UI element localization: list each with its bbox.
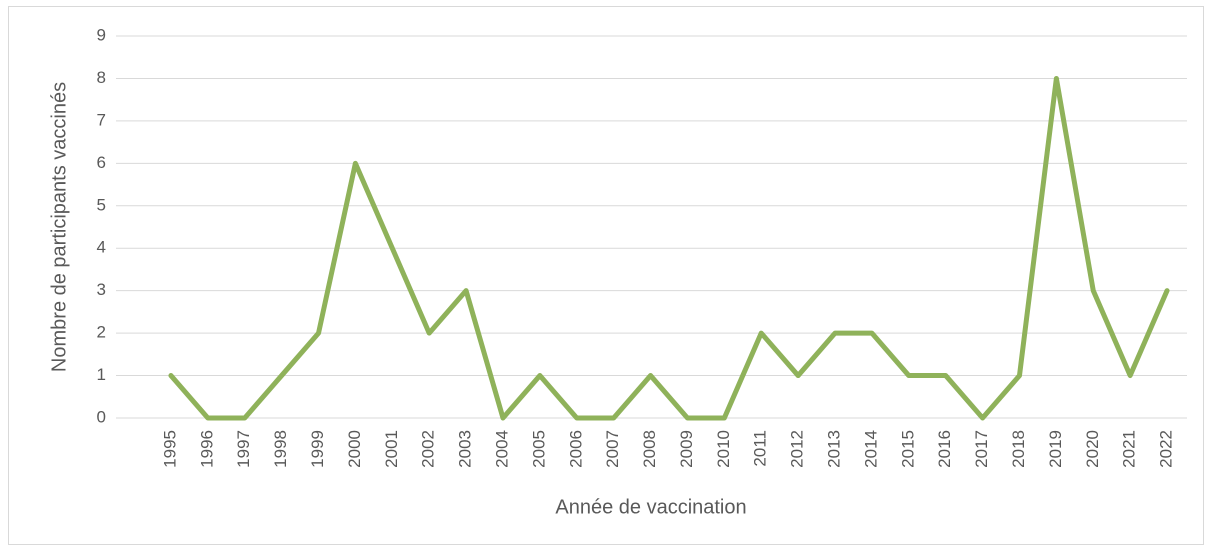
- x-tick-label: 2003: [456, 430, 475, 468]
- x-tick-label: 2020: [1083, 430, 1102, 468]
- x-tick-label: 2012: [788, 430, 807, 468]
- x-tick-label: 2021: [1120, 430, 1139, 468]
- x-tick-label: 2014: [861, 430, 880, 468]
- x-tick-label: 1999: [308, 430, 327, 468]
- data-line: [168, 75, 1170, 421]
- x-tick-label: 1995: [160, 430, 179, 468]
- y-axis-title: Nombre de participants vaccinés: [48, 82, 70, 372]
- chart-border: [8, 6, 1204, 545]
- y-tick-label: 5: [97, 195, 106, 214]
- x-tick-label: 1996: [197, 430, 216, 468]
- y-tick-label: 9: [97, 25, 106, 44]
- x-tick-label: 2001: [382, 430, 401, 468]
- x-tick-label: 2006: [566, 430, 585, 468]
- y-tick-label: 8: [97, 68, 106, 87]
- y-tick-label: 2: [97, 323, 106, 342]
- x-tick-label: 2005: [529, 430, 548, 468]
- x-tick-label: 2007: [603, 430, 622, 468]
- y-tick-label: 7: [97, 110, 106, 129]
- x-axis-title: Année de vaccination: [555, 496, 746, 518]
- x-tick-label: 1997: [234, 430, 253, 468]
- x-tick-label: 2008: [640, 430, 659, 468]
- x-tick-label: 2013: [825, 430, 844, 468]
- x-tick-label: 2015: [898, 430, 917, 468]
- y-tick-label: 3: [97, 280, 106, 299]
- x-tick-label: 2002: [419, 430, 438, 468]
- x-tick-label: 2018: [1009, 430, 1028, 468]
- x-tick-label: 2010: [714, 430, 733, 468]
- x-tick-label: 2016: [935, 430, 954, 468]
- y-tick-label: 1: [97, 365, 106, 384]
- x-tick-label: 2019: [1046, 430, 1065, 468]
- x-tick-label: 2022: [1157, 430, 1176, 468]
- x-tick-label: 2000: [345, 430, 364, 468]
- y-tick-label: 4: [97, 238, 106, 257]
- x-tick-label: 2009: [677, 430, 696, 468]
- x-tick-label: 2017: [972, 430, 991, 468]
- y-tick-label: 0: [97, 407, 106, 426]
- x-tick-label: 2011: [751, 430, 770, 467]
- x-tick-label: 2004: [492, 430, 511, 468]
- y-tick-label: 6: [97, 153, 106, 172]
- x-tick-label: 1998: [271, 430, 290, 468]
